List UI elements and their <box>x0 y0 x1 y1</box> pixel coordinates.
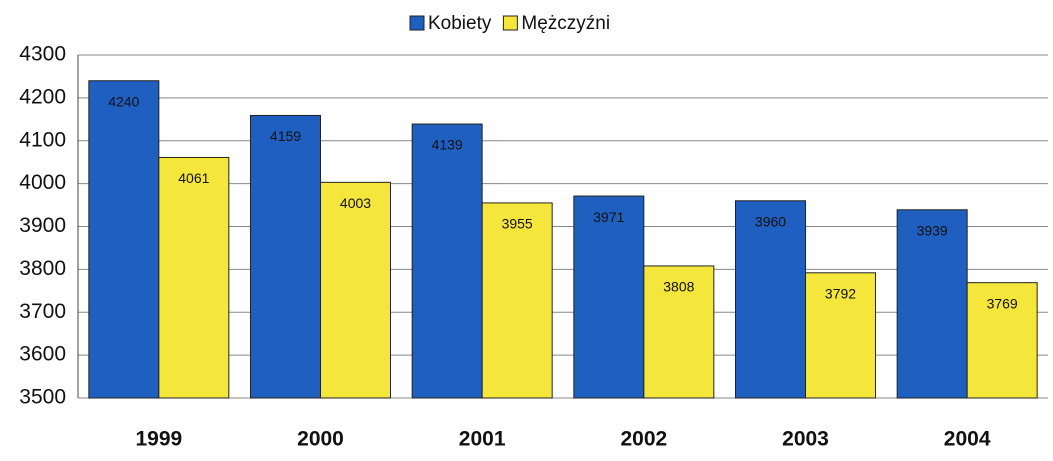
legend-swatch <box>409 15 425 31</box>
y-tick-label: 4300 <box>19 43 66 66</box>
x-tick-label: 2001 <box>459 428 506 451</box>
data-label: 3769 <box>987 295 1018 311</box>
x-tick-label: 2000 <box>297 428 344 451</box>
bar <box>481 202 553 399</box>
bar <box>88 80 160 399</box>
y-tick-label: 4000 <box>19 171 66 194</box>
x-tick-label: 2004 <box>944 428 991 451</box>
data-label: 4159 <box>270 128 301 144</box>
data-label: 3955 <box>502 216 533 232</box>
legend-swatch <box>502 15 518 31</box>
legend-label: Kobiety <box>428 13 492 34</box>
bar <box>896 209 968 399</box>
y-tick-label: 4200 <box>19 85 66 108</box>
bar <box>158 156 230 399</box>
bar <box>643 265 715 399</box>
y-tick-label: 3800 <box>19 257 66 280</box>
data-label: 3792 <box>825 286 856 302</box>
data-label: 3971 <box>593 209 624 225</box>
legend-label: Mężczyźni <box>521 13 610 34</box>
data-label: 3939 <box>917 222 948 238</box>
y-tick-label: 3500 <box>19 386 66 409</box>
x-tick-label: 2003 <box>782 428 829 451</box>
data-label: 3808 <box>663 279 694 295</box>
bar <box>966 282 1038 399</box>
data-label: 4240 <box>108 93 139 109</box>
y-tick-label: 3600 <box>19 343 66 366</box>
bar <box>573 195 645 399</box>
data-label: 4003 <box>340 195 371 211</box>
data-label: 4061 <box>178 170 209 186</box>
y-tick-label: 3700 <box>19 300 66 323</box>
y-tick-label: 4100 <box>19 128 66 151</box>
data-label: 4139 <box>432 137 463 153</box>
bar <box>250 114 321 399</box>
bar <box>805 272 876 399</box>
x-tick-label: 2002 <box>620 428 667 451</box>
y-tick-label: 3900 <box>19 214 66 237</box>
bar <box>735 200 806 399</box>
bar <box>320 181 391 399</box>
bar <box>411 123 483 399</box>
x-tick-label: 1999 <box>135 428 182 451</box>
data-label: 3960 <box>755 213 786 229</box>
